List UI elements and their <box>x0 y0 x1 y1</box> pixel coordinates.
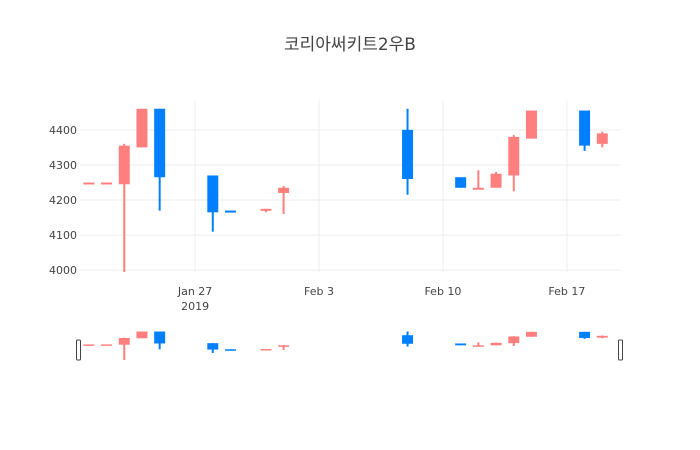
mini-candle-body <box>225 349 236 351</box>
y-axis-ticks: 4000 4100 4200 4300 4400 <box>49 124 77 277</box>
mini-candle-body <box>490 342 502 346</box>
mini-candle-body <box>402 335 414 344</box>
candle <box>225 210 236 213</box>
candle-body <box>83 182 95 185</box>
candle <box>118 143 130 272</box>
candle <box>508 135 520 192</box>
mini-candle <box>472 342 484 347</box>
candle-body <box>260 208 272 211</box>
mini-candle-body <box>101 344 113 346</box>
candle-body <box>118 145 130 185</box>
mini-candle <box>83 344 95 346</box>
candle-body <box>525 110 537 139</box>
y-tick-label: 4200 <box>49 194 77 207</box>
y-tick-label: 4400 <box>49 124 77 137</box>
candle-body <box>136 108 148 148</box>
x-axis-ticks: Jan 27 2019 Feb 3 Feb 10 Feb 17 <box>177 285 586 313</box>
mini-candle <box>118 337 130 360</box>
mini-candle <box>455 343 467 346</box>
mini-candle-body <box>118 337 130 345</box>
mini-candle-body <box>508 336 520 344</box>
mini-candle <box>508 336 520 346</box>
y-tick-label: 4100 <box>49 229 77 242</box>
candle-body <box>455 177 467 188</box>
candle-body <box>596 133 608 144</box>
candle <box>207 175 219 232</box>
mini-candle <box>207 343 219 353</box>
mini-candle <box>525 331 537 337</box>
candle <box>136 108 148 148</box>
mini-candle-body <box>154 331 166 344</box>
mini-candle <box>136 331 148 339</box>
candle <box>260 208 272 213</box>
mini-candle-body <box>83 344 95 346</box>
mini-candle <box>154 331 166 350</box>
range-slider[interactable] <box>76 331 623 361</box>
gridlines <box>80 100 620 272</box>
candle-body <box>225 210 236 213</box>
x-tick-label: Feb 3 <box>304 285 334 298</box>
candle <box>402 108 414 195</box>
mini-candle-body <box>207 343 219 350</box>
candle <box>525 110 537 139</box>
x-tick-label: Jan 27 <box>177 285 212 298</box>
mini-candle-body <box>260 348 272 351</box>
candle <box>455 177 467 188</box>
candle <box>101 182 113 185</box>
candle <box>472 170 484 190</box>
mini-candle-body <box>472 345 484 347</box>
mini-candle-body <box>455 343 467 346</box>
mini-candle-body <box>579 331 591 338</box>
candle-body <box>402 129 414 179</box>
y-tick-label: 4000 <box>49 264 77 277</box>
candle-body <box>579 110 591 146</box>
mini-candle <box>579 331 591 339</box>
range-slider-left-handle[interactable] <box>76 339 81 361</box>
x-tick-label: Feb 10 <box>424 285 461 298</box>
candle <box>596 131 608 148</box>
candle <box>154 108 166 211</box>
candle-body <box>508 136 520 176</box>
candle-body <box>472 187 484 190</box>
candle <box>490 171 502 188</box>
candle-body <box>278 187 290 194</box>
x-tick-sublabel: 2019 <box>181 300 209 313</box>
mini-candle <box>225 349 236 351</box>
candle <box>579 110 591 151</box>
mini-candle-body <box>278 345 290 347</box>
mini-candle <box>596 335 608 339</box>
mini-candle <box>402 331 414 347</box>
mini-candle <box>101 344 113 346</box>
candle-body <box>154 108 166 178</box>
mini-candle-body <box>136 331 148 339</box>
mini-candle <box>278 345 290 350</box>
x-tick-label: Feb 17 <box>548 285 585 298</box>
candle-body <box>207 175 219 213</box>
mini-candle <box>490 342 502 346</box>
candle-body <box>101 182 113 185</box>
mini-candle-body <box>596 335 608 338</box>
candles <box>83 108 608 272</box>
mini-candle <box>260 348 272 351</box>
candle <box>83 182 95 185</box>
mini-candle-body <box>525 331 537 337</box>
y-tick-label: 4300 <box>49 159 77 172</box>
candle-body <box>490 173 502 188</box>
chart-title: 코리아써키트2우B <box>284 35 416 55</box>
range-slider-right-handle[interactable] <box>618 339 623 361</box>
candle <box>278 186 290 215</box>
